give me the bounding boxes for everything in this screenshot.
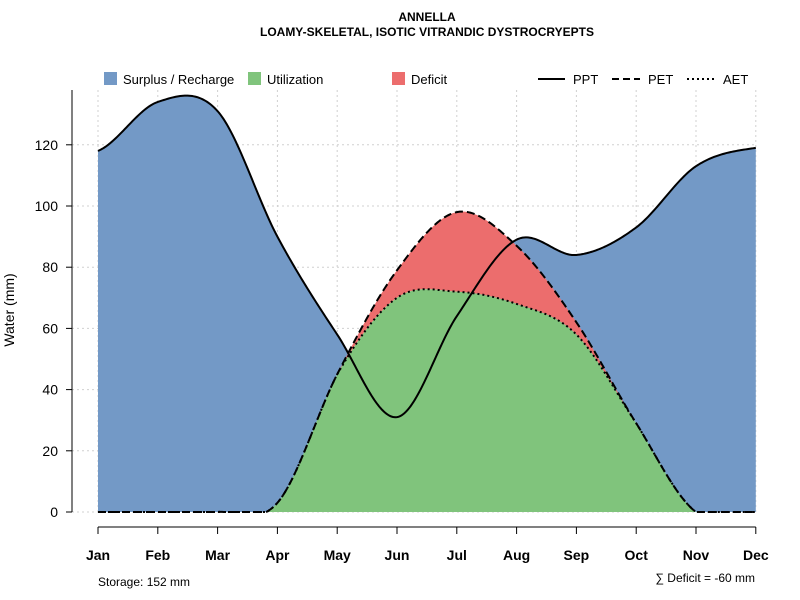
x-tick-label: Dec <box>743 547 769 563</box>
legend-label-ppt: PPT <box>573 72 598 87</box>
legend: Surplus / Recharge Utilization Deficit P… <box>104 72 748 87</box>
y-tick-label: 20 <box>42 443 58 459</box>
series-lines <box>97 94 756 513</box>
x-tick-label: Jun <box>385 547 410 563</box>
y-axis-label: Water (mm) <box>1 273 17 346</box>
x-tick-label: Jan <box>86 547 110 563</box>
area-deficit <box>98 211 756 512</box>
y-tick-label: 80 <box>42 259 58 275</box>
storage-note: Storage: 152 mm <box>98 575 190 589</box>
x-tick-label: May <box>324 547 351 563</box>
legend-label-pet: PET <box>648 72 673 87</box>
x-tick-label: Mar <box>205 547 230 563</box>
x-tick-label: Apr <box>265 547 290 563</box>
legend-swatch-surplus <box>104 72 117 85</box>
y-tick-label: 40 <box>42 382 58 398</box>
x-tick-label: Oct <box>625 547 649 563</box>
chart-title: ANNELLA <box>398 10 456 24</box>
y-tick-label: 60 <box>42 320 58 336</box>
deficit-note: ∑ Deficit = -60 mm <box>655 571 755 585</box>
area-fills <box>98 95 756 512</box>
y-tick-label: 120 <box>35 137 59 153</box>
x-tick-label: Jul <box>447 547 467 563</box>
y-tick-label: 100 <box>35 198 59 214</box>
area-utilization <box>98 289 756 512</box>
x-tick-label: Sep <box>564 547 590 563</box>
legend-label-aet: AET <box>723 72 748 87</box>
series-line-pet <box>98 210 756 513</box>
legend-label-surplus: Surplus / Recharge <box>123 72 234 87</box>
legend-label-utilization: Utilization <box>267 72 323 87</box>
legend-swatch-deficit <box>392 72 405 85</box>
axes: 0 20 40 60 80 100 120 Jan Feb Mar Apr May Jun Jul Aug S… <box>35 90 769 563</box>
x-tick-label: Nov <box>683 547 710 563</box>
x-tick-label: Feb <box>145 547 170 563</box>
chart-subtitle: LOAMY-SKELETAL, ISOTIC VITRANDIC DYSTROC… <box>260 25 594 39</box>
legend-label-deficit: Deficit <box>411 72 448 87</box>
y-tick-label: 0 <box>50 504 58 520</box>
series-line-ppt <box>97 94 756 419</box>
legend-swatch-utilization <box>248 72 261 85</box>
x-tick-label: Aug <box>503 547 530 563</box>
